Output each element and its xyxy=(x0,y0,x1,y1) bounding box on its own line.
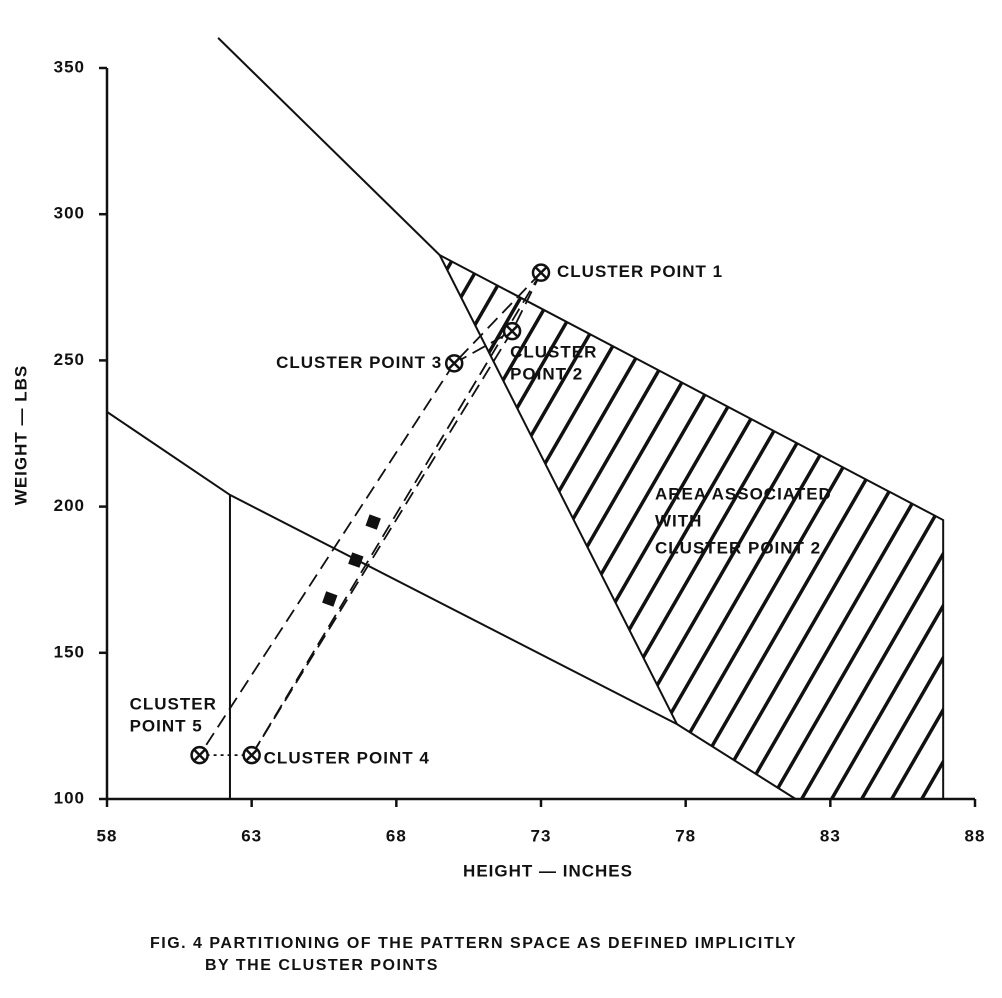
dashed-line xyxy=(250,330,513,756)
caption: FIG. 4 PARTITIONING OF THE PATTERN SPACE… xyxy=(150,935,797,952)
caption: BY THE CLUSTER POINTS xyxy=(205,957,439,974)
y-tick-label: 200 xyxy=(54,496,85,515)
x-tick-label: 58 xyxy=(97,826,118,845)
y-tick-label: 100 xyxy=(54,788,85,807)
y-tick-label: 300 xyxy=(54,204,85,223)
x-tick-label: 83 xyxy=(820,826,841,845)
y-tick-label: 250 xyxy=(54,350,85,369)
x-tick-label: 73 xyxy=(531,826,552,845)
x-tick-label: 63 xyxy=(241,826,262,845)
point-label: CLUSTER POINT 1 xyxy=(557,262,723,281)
cluster-point xyxy=(502,321,522,341)
cluster-point xyxy=(190,745,209,765)
cluster-point xyxy=(531,263,551,282)
x-tick-label: 88 xyxy=(965,826,986,845)
boundary-line xyxy=(439,254,945,799)
boundary-line xyxy=(106,411,797,800)
dashed-line xyxy=(198,362,455,756)
x-tick-label: 78 xyxy=(675,826,696,845)
dashed-line xyxy=(250,272,542,756)
y-tick-label: 350 xyxy=(54,57,85,76)
point-label: POINT 5 xyxy=(130,717,203,736)
midpoint-marker xyxy=(365,514,381,530)
point-label: CLUSTER xyxy=(510,343,597,362)
point-label: CLUSTER xyxy=(130,695,217,714)
cluster-point xyxy=(242,745,261,765)
cluster-point xyxy=(444,354,464,373)
annotation: CLUSTER POINT 2 xyxy=(655,538,821,557)
point-label: CLUSTER POINT 4 xyxy=(264,749,430,768)
midpoint-marker xyxy=(348,552,364,568)
x-axis-label: HEIGHT — INCHES xyxy=(463,861,633,880)
shaded-region xyxy=(439,255,944,800)
y-tick-label: 150 xyxy=(54,642,85,661)
y-axis-label: WEIGHT — LBS xyxy=(11,365,30,505)
point-label: POINT 2 xyxy=(510,365,583,384)
annotation: WITH xyxy=(655,511,702,530)
midpoint-marker xyxy=(322,591,338,607)
annotation: AREA ASSOCIATED xyxy=(655,484,832,503)
point-label: CLUSTER POINT 3 xyxy=(276,353,442,372)
x-tick-label: 68 xyxy=(386,826,407,845)
